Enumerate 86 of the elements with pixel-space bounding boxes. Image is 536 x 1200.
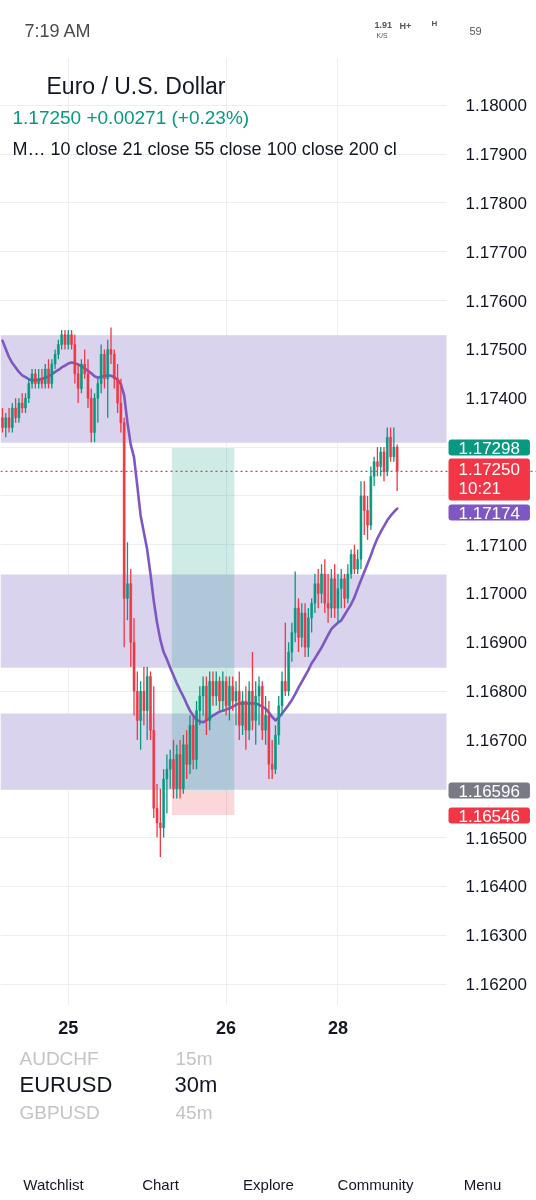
candlestick bbox=[17, 397, 21, 424]
candlestick bbox=[353, 544, 356, 575]
y-tick-label: 1.16900 bbox=[465, 633, 527, 653]
candlestick bbox=[37, 368, 40, 390]
annotation: M… 10 close 21 close 55 close 100 close 200 cl bbox=[12, 138, 397, 159]
candlestick bbox=[47, 358, 50, 390]
text: Chart bbox=[142, 1176, 180, 1193]
x-tick-label: 25 bbox=[58, 1017, 79, 1038]
candlestick bbox=[231, 675, 234, 712]
candlestick bbox=[316, 568, 320, 609]
candlestick bbox=[40, 368, 44, 390]
candlestick bbox=[214, 670, 218, 707]
text: 7:19 AM bbox=[24, 20, 91, 41]
candlestick bbox=[172, 739, 175, 800]
y-tick-label: 1.17000 bbox=[465, 584, 527, 604]
candlestick bbox=[362, 480, 366, 536]
candlestick bbox=[34, 368, 37, 390]
candlestick bbox=[7, 407, 11, 434]
text: 1.17174 bbox=[458, 503, 520, 523]
candlestick bbox=[142, 666, 146, 726]
candlestick bbox=[185, 729, 188, 780]
y-tick-label: 1.16300 bbox=[465, 926, 527, 946]
candlestick bbox=[284, 622, 287, 697]
text: Menu bbox=[463, 1176, 502, 1193]
candlestick bbox=[14, 397, 17, 424]
text: 15m bbox=[175, 1048, 213, 1069]
candlestick bbox=[159, 788, 162, 858]
text: H bbox=[431, 19, 438, 28]
candlestick bbox=[80, 358, 83, 394]
y-tick-label: 1.17800 bbox=[465, 193, 527, 213]
candlestick bbox=[228, 675, 231, 722]
text: Euro / U.S. Dollar bbox=[46, 72, 226, 99]
ref-line-label: 1.17250 10:21 bbox=[458, 460, 520, 499]
candlestick bbox=[264, 695, 267, 746]
text: AUDCHF bbox=[19, 1048, 99, 1069]
text: 1.16546 bbox=[458, 806, 520, 826]
candlestick bbox=[1, 407, 4, 434]
candlestick bbox=[218, 675, 221, 712]
y-tick-label: 1.17500 bbox=[465, 340, 527, 360]
text: Watchlist bbox=[23, 1176, 85, 1193]
text: 59 bbox=[469, 24, 482, 37]
y-tick-label: 1.17100 bbox=[465, 535, 527, 555]
candlestick bbox=[336, 573, 340, 624]
text: 1.17250 +0.00271 (+0.23%) bbox=[12, 107, 250, 128]
x-tick-label: 26 bbox=[216, 1017, 237, 1038]
text: 1.17298 bbox=[458, 438, 520, 458]
y-tick-label: 1.18000 bbox=[465, 96, 527, 116]
candlestick bbox=[297, 597, 300, 653]
text: 1.91 bbox=[374, 19, 393, 30]
candlestick bbox=[11, 402, 14, 434]
candlestick bbox=[66, 329, 70, 351]
candlestick bbox=[103, 348, 106, 390]
y-tick-label: 1.16200 bbox=[465, 975, 527, 995]
candlestick bbox=[234, 680, 238, 726]
candlestick bbox=[379, 446, 382, 477]
candlestick bbox=[320, 563, 323, 604]
candlestick bbox=[43, 363, 47, 390]
candlestick bbox=[4, 412, 8, 438]
text: Community bbox=[337, 1176, 414, 1193]
text: Explore bbox=[243, 1176, 294, 1193]
candlestick bbox=[126, 541, 129, 621]
y-tick-label: 1.16800 bbox=[465, 682, 527, 702]
y-tick-label: 1.17600 bbox=[465, 291, 527, 311]
candlestick bbox=[389, 426, 392, 463]
text: H+ bbox=[399, 20, 412, 31]
candlestick bbox=[205, 675, 208, 736]
text: 1.16596 bbox=[458, 781, 520, 801]
y-tick-label: 1.17400 bbox=[465, 389, 527, 409]
candlestick bbox=[241, 690, 244, 736]
text: 45m bbox=[175, 1102, 213, 1123]
candlestick bbox=[20, 392, 24, 414]
candlestick bbox=[221, 670, 225, 712]
candlestick bbox=[251, 651, 254, 731]
y-tick-label: 1.16400 bbox=[465, 877, 527, 897]
candlestick bbox=[392, 426, 396, 463]
candlestick bbox=[63, 329, 67, 351]
y-tick-label: 1.17700 bbox=[465, 242, 527, 262]
text: 30m bbox=[174, 1072, 218, 1097]
text: GBPUSD bbox=[19, 1102, 100, 1123]
y-tick-label: 1.17900 bbox=[465, 145, 527, 165]
x-tick-label: 28 bbox=[327, 1017, 348, 1038]
text: EURUSD bbox=[19, 1072, 113, 1097]
y-tick-label: 1.16500 bbox=[465, 828, 527, 848]
candlestick bbox=[343, 573, 346, 609]
candlestick bbox=[139, 680, 142, 751]
y-tick-label: 1.16700 bbox=[465, 730, 527, 750]
